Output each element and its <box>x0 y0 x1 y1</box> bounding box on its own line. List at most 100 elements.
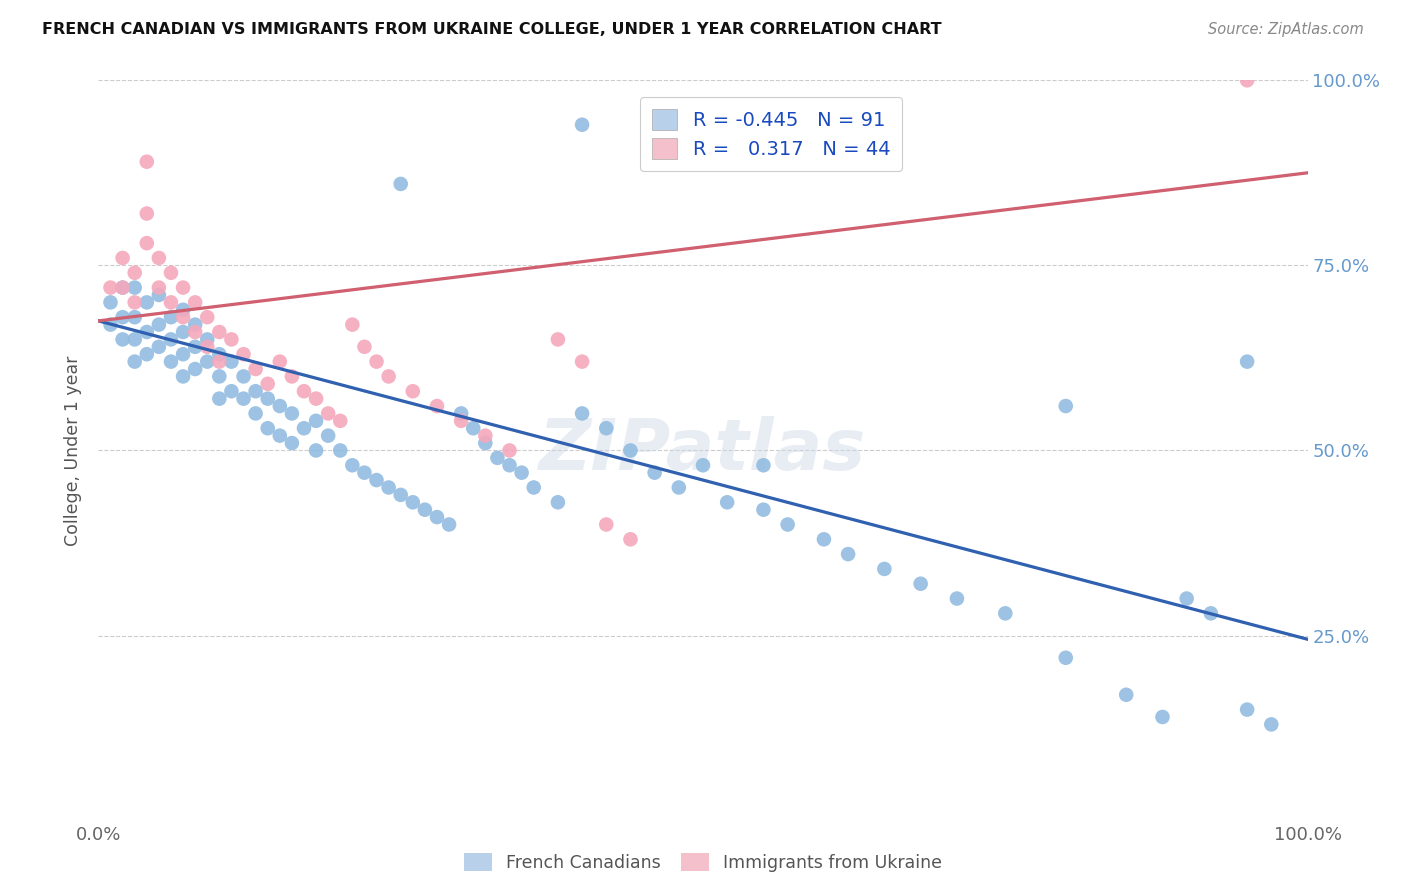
Point <box>426 510 449 524</box>
Point <box>523 480 546 494</box>
Point <box>1054 650 1077 665</box>
Point <box>486 450 509 465</box>
Point <box>305 392 328 406</box>
Point <box>135 206 157 220</box>
Point <box>111 251 134 265</box>
Point <box>402 495 425 509</box>
Point <box>463 421 485 435</box>
Point <box>172 369 194 384</box>
Point <box>1054 399 1077 413</box>
Point <box>692 458 714 473</box>
Text: FRENCH CANADIAN VS IMMIGRANTS FROM UKRAINE COLLEGE, UNDER 1 YEAR CORRELATION CHA: FRENCH CANADIAN VS IMMIGRANTS FROM UKRAI… <box>42 22 942 37</box>
Point <box>208 392 231 406</box>
Point <box>946 591 969 606</box>
Point <box>148 251 170 265</box>
Legend: R = -0.445   N = 91, R =   0.317   N = 44: R = -0.445 N = 91, R = 0.317 N = 44 <box>640 97 903 171</box>
Point <box>208 369 231 384</box>
Point <box>342 458 364 473</box>
Point <box>353 466 375 480</box>
Point <box>316 407 339 421</box>
Point <box>510 466 533 480</box>
Point <box>292 421 315 435</box>
Point <box>547 495 569 509</box>
Point <box>316 428 339 442</box>
Point <box>208 325 231 339</box>
Point <box>813 533 835 547</box>
Point <box>776 517 799 532</box>
Point <box>1236 73 1258 87</box>
Point <box>619 533 641 547</box>
Point <box>305 443 328 458</box>
Point <box>172 302 194 317</box>
Point <box>184 340 207 354</box>
Point <box>135 347 157 361</box>
Point <box>1115 688 1137 702</box>
Point <box>281 369 304 384</box>
Point <box>256 421 278 435</box>
Point <box>595 517 617 532</box>
Point <box>305 414 328 428</box>
Point <box>571 354 593 368</box>
Point <box>221 332 243 346</box>
Point <box>256 376 278 391</box>
Point <box>245 407 267 421</box>
Point <box>172 325 194 339</box>
Point <box>752 458 775 473</box>
Point <box>994 607 1017 621</box>
Point <box>571 407 593 421</box>
Point <box>221 354 243 368</box>
Point <box>474 428 496 442</box>
Point <box>389 488 412 502</box>
Point <box>353 340 375 354</box>
Point <box>716 495 738 509</box>
Point <box>100 280 122 294</box>
Point <box>195 340 218 354</box>
Point <box>910 576 932 591</box>
Point <box>1152 710 1174 724</box>
Point <box>148 288 170 302</box>
Point <box>329 443 352 458</box>
Point <box>752 502 775 516</box>
Point <box>281 407 304 421</box>
Point <box>1236 354 1258 368</box>
Point <box>269 354 291 368</box>
Point <box>644 466 666 480</box>
Point <box>437 517 460 532</box>
Point <box>148 280 170 294</box>
Point <box>232 392 254 406</box>
Point <box>1236 703 1258 717</box>
Point <box>450 407 472 421</box>
Point <box>135 154 157 169</box>
Point <box>148 318 170 332</box>
Point <box>389 177 412 191</box>
Point <box>292 384 315 399</box>
Point <box>195 310 218 325</box>
Point <box>195 332 218 346</box>
Point <box>172 347 194 361</box>
Point <box>160 295 183 310</box>
Point <box>184 318 207 332</box>
Point <box>184 362 207 376</box>
Point <box>256 392 278 406</box>
Point <box>450 414 472 428</box>
Point <box>111 332 134 346</box>
Point <box>148 340 170 354</box>
Point <box>426 399 449 413</box>
Point <box>124 310 146 325</box>
Point <box>172 310 194 325</box>
Point <box>184 295 207 310</box>
Point <box>245 384 267 399</box>
Point <box>366 354 388 368</box>
Point <box>245 362 267 376</box>
Point <box>1199 607 1222 621</box>
Point <box>135 295 157 310</box>
Point <box>498 458 520 473</box>
Point <box>619 443 641 458</box>
Point <box>366 473 388 487</box>
Point <box>100 318 122 332</box>
Point <box>474 436 496 450</box>
Point <box>329 414 352 428</box>
Point <box>413 502 436 516</box>
Point <box>281 436 304 450</box>
Point <box>184 325 207 339</box>
